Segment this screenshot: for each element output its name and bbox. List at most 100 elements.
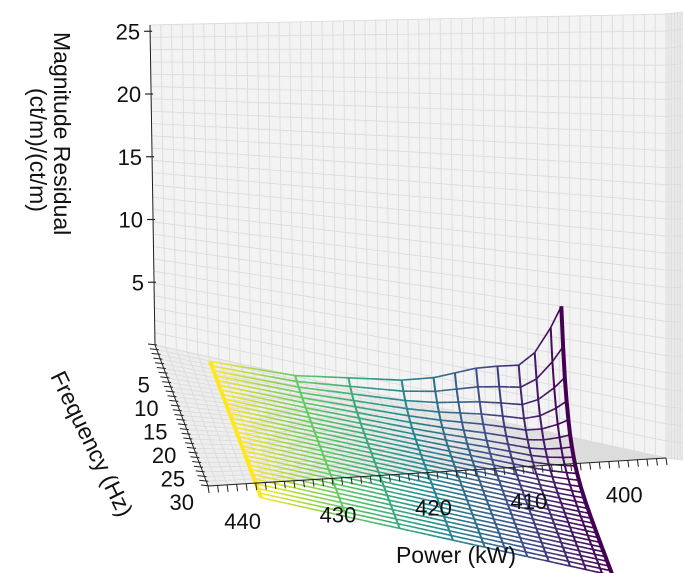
wire-segment <box>548 495 555 498</box>
wire-segment <box>333 417 340 420</box>
wire-segment <box>378 458 384 461</box>
wire-segment <box>543 533 549 537</box>
wire-segment <box>557 545 564 548</box>
wire-segment <box>413 513 420 517</box>
wire-segment <box>537 532 544 536</box>
wire-segment <box>259 401 266 405</box>
wire-segment <box>495 522 501 526</box>
wire-segment <box>309 468 315 472</box>
wire-segment <box>548 508 555 512</box>
wire-segment <box>488 542 494 546</box>
wire-segment <box>486 499 493 503</box>
wire-segment <box>383 416 390 420</box>
wire-segment <box>413 447 420 451</box>
wire-segment <box>502 541 509 545</box>
wire-segment <box>294 404 301 408</box>
x-minor-tick <box>322 478 324 487</box>
wire-segment <box>518 417 525 420</box>
wire-segment <box>564 483 571 486</box>
wire-segment <box>429 451 436 454</box>
wire-segment <box>589 539 596 543</box>
wire-segment <box>463 515 470 519</box>
grid-line-backwall-h <box>151 123 667 152</box>
wire-segment <box>495 548 501 552</box>
wire-segment <box>273 400 280 403</box>
wire-segment <box>326 489 333 493</box>
wire-segment <box>578 523 585 527</box>
wire-segment <box>275 431 282 434</box>
wire-segment <box>353 416 360 419</box>
wire-segment <box>312 452 319 456</box>
wire-segment <box>389 417 395 421</box>
wire-segment <box>282 501 289 505</box>
wire-segment <box>358 400 365 404</box>
wire-segment <box>474 505 480 508</box>
wire-segment <box>408 432 415 435</box>
wire-segment <box>394 461 400 465</box>
x-tick-label: 420 <box>415 496 452 521</box>
wire-segment <box>333 508 340 512</box>
wire-segment <box>454 505 461 508</box>
wire-segment <box>436 484 443 487</box>
wire-segment <box>401 493 407 497</box>
wire-segment <box>456 387 463 390</box>
wire-segment <box>399 488 406 492</box>
wire-segment <box>365 407 372 411</box>
wire-segment <box>580 541 587 545</box>
wire-segment <box>399 514 406 518</box>
wire-segment <box>489 534 496 538</box>
wire-segment <box>268 425 274 429</box>
x-minor-tick <box>655 458 658 466</box>
wire-segment <box>426 481 432 485</box>
wire-segment <box>371 517 377 520</box>
wire-segment <box>372 482 379 486</box>
wire-segment <box>461 537 468 540</box>
wire-segment <box>532 518 539 521</box>
wire-segment <box>259 466 266 470</box>
wire-segment <box>280 496 287 500</box>
wire-segment <box>248 438 255 441</box>
wire-segment <box>422 445 429 448</box>
wire-segment <box>266 446 273 450</box>
wire-segment <box>518 532 525 536</box>
wire-segment <box>420 506 427 510</box>
wire-segment <box>300 405 306 409</box>
wire-segment <box>335 513 342 517</box>
wire-segment <box>465 436 471 439</box>
wire-segment <box>261 496 267 500</box>
wire-segment <box>415 466 422 469</box>
wire-segment <box>438 432 445 435</box>
wire-segment <box>263 369 269 372</box>
wire-segment <box>307 438 313 441</box>
wire-segment <box>477 540 484 544</box>
wire-segment <box>300 458 306 461</box>
wire-segment <box>307 464 313 467</box>
wire-segment <box>561 487 567 491</box>
wire-segment <box>317 440 324 444</box>
wire-segment <box>323 428 329 432</box>
wire-segment <box>585 529 592 533</box>
wire-segment <box>544 409 551 414</box>
wire-segment <box>371 452 377 455</box>
wire-segment <box>364 418 370 421</box>
wire-segment <box>564 525 571 528</box>
wire-segment <box>303 415 310 419</box>
wire-segment <box>275 482 281 486</box>
wire-segment <box>419 416 425 419</box>
wire-segment <box>521 489 528 493</box>
x-tick-label: 430 <box>320 502 357 527</box>
wire-segment <box>298 414 305 418</box>
wire-segment <box>559 497 565 500</box>
wire-segment <box>252 395 259 399</box>
wire-segment <box>268 370 275 373</box>
wire-segment <box>385 450 392 454</box>
wire-segment <box>380 403 386 407</box>
wire-segment <box>227 368 234 371</box>
wire-segment <box>447 486 454 490</box>
wire-segment <box>333 457 340 460</box>
wire-segment <box>550 469 557 473</box>
wire-segment <box>521 528 528 532</box>
wire-segment <box>335 435 342 439</box>
grid-line-backwall-h <box>154 307 667 408</box>
wire-segment <box>266 433 273 437</box>
